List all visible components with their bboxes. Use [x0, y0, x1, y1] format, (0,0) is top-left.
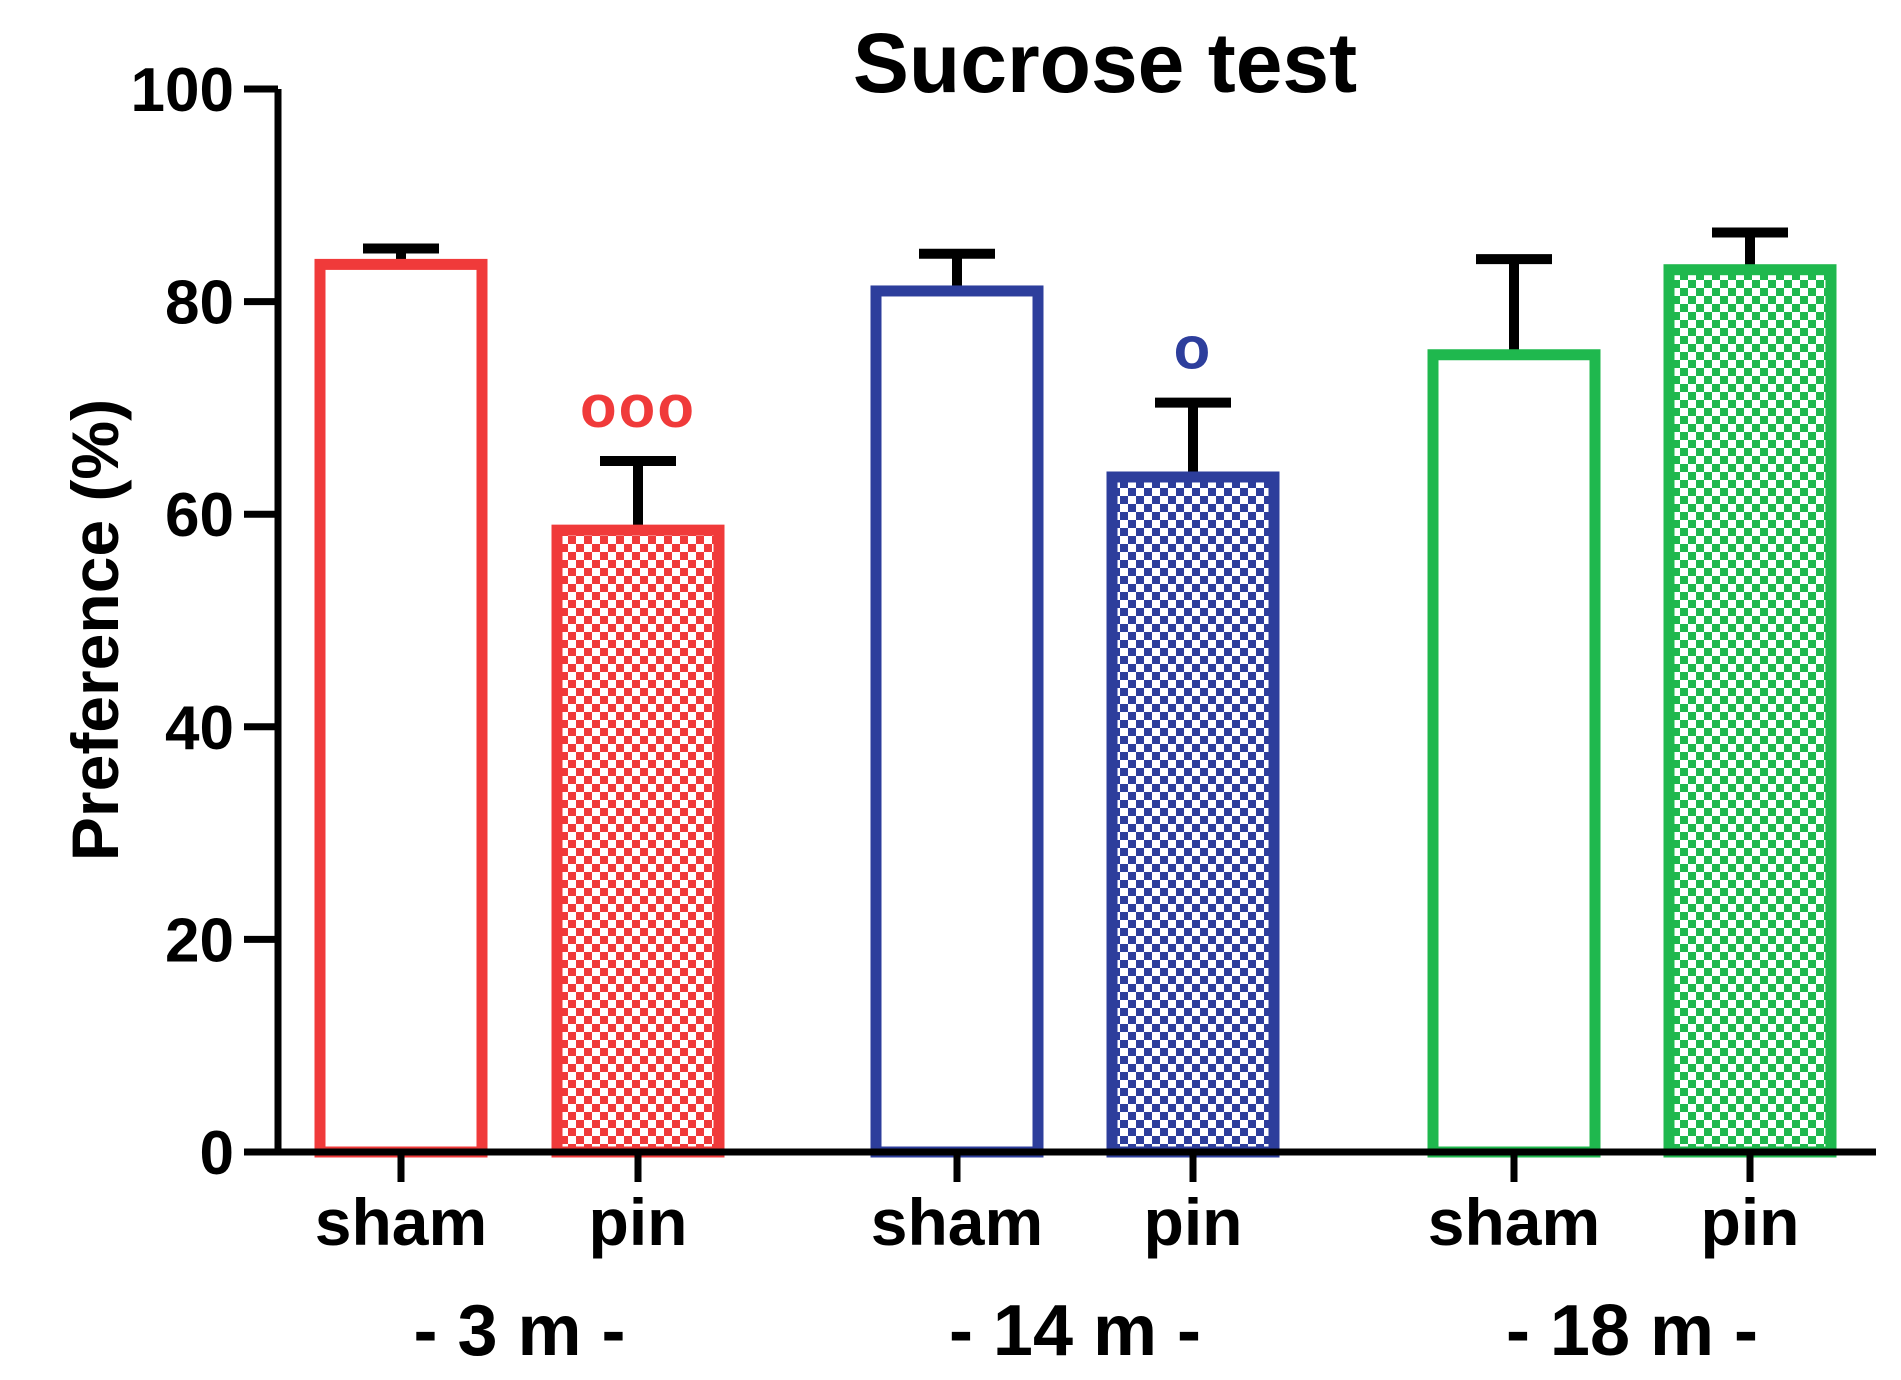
y-tick-label: 40 — [165, 694, 234, 763]
x-category-label: pin — [1701, 1185, 1800, 1259]
y-tick-label: 80 — [165, 269, 234, 338]
y-tick-label: 60 — [165, 481, 234, 550]
x-category-label: sham — [315, 1185, 487, 1259]
bar-sham-3m — [314, 258, 488, 1158]
x-category-label: sham — [871, 1185, 1043, 1259]
y-tick-label: 100 — [131, 56, 234, 125]
x-group-label: - 18 m - — [1506, 1291, 1758, 1371]
bar-sham-14m — [870, 285, 1044, 1158]
y-axis-ticks: 0 20 40 60 80 100 — [131, 56, 278, 1188]
significance-annotation: ooo — [580, 373, 696, 440]
y-tick-label: 0 — [200, 1119, 234, 1188]
x-group-label: - 14 m - — [949, 1291, 1201, 1371]
x-category-label: sham — [1428, 1185, 1600, 1259]
significance-annotation: o — [1174, 315, 1213, 382]
x-axis-labels: sham pin - 3 m - sham pin - 14 m - sham pin - 18… — [315, 1152, 1800, 1371]
x-category-label: pin — [589, 1185, 688, 1259]
bar-pin-18m — [1663, 264, 1837, 1158]
bar-pin-3m — [551, 524, 725, 1158]
y-axis-label: Preference (%) — [58, 399, 132, 861]
y-tick-label: 20 — [165, 906, 234, 975]
chart-title: Sucrose test — [853, 16, 1357, 110]
bar-pin-14m — [1106, 471, 1280, 1158]
x-group-label: - 3 m - — [413, 1291, 625, 1371]
x-category-label: pin — [1144, 1185, 1243, 1259]
bar-sham-18m — [1427, 349, 1601, 1158]
